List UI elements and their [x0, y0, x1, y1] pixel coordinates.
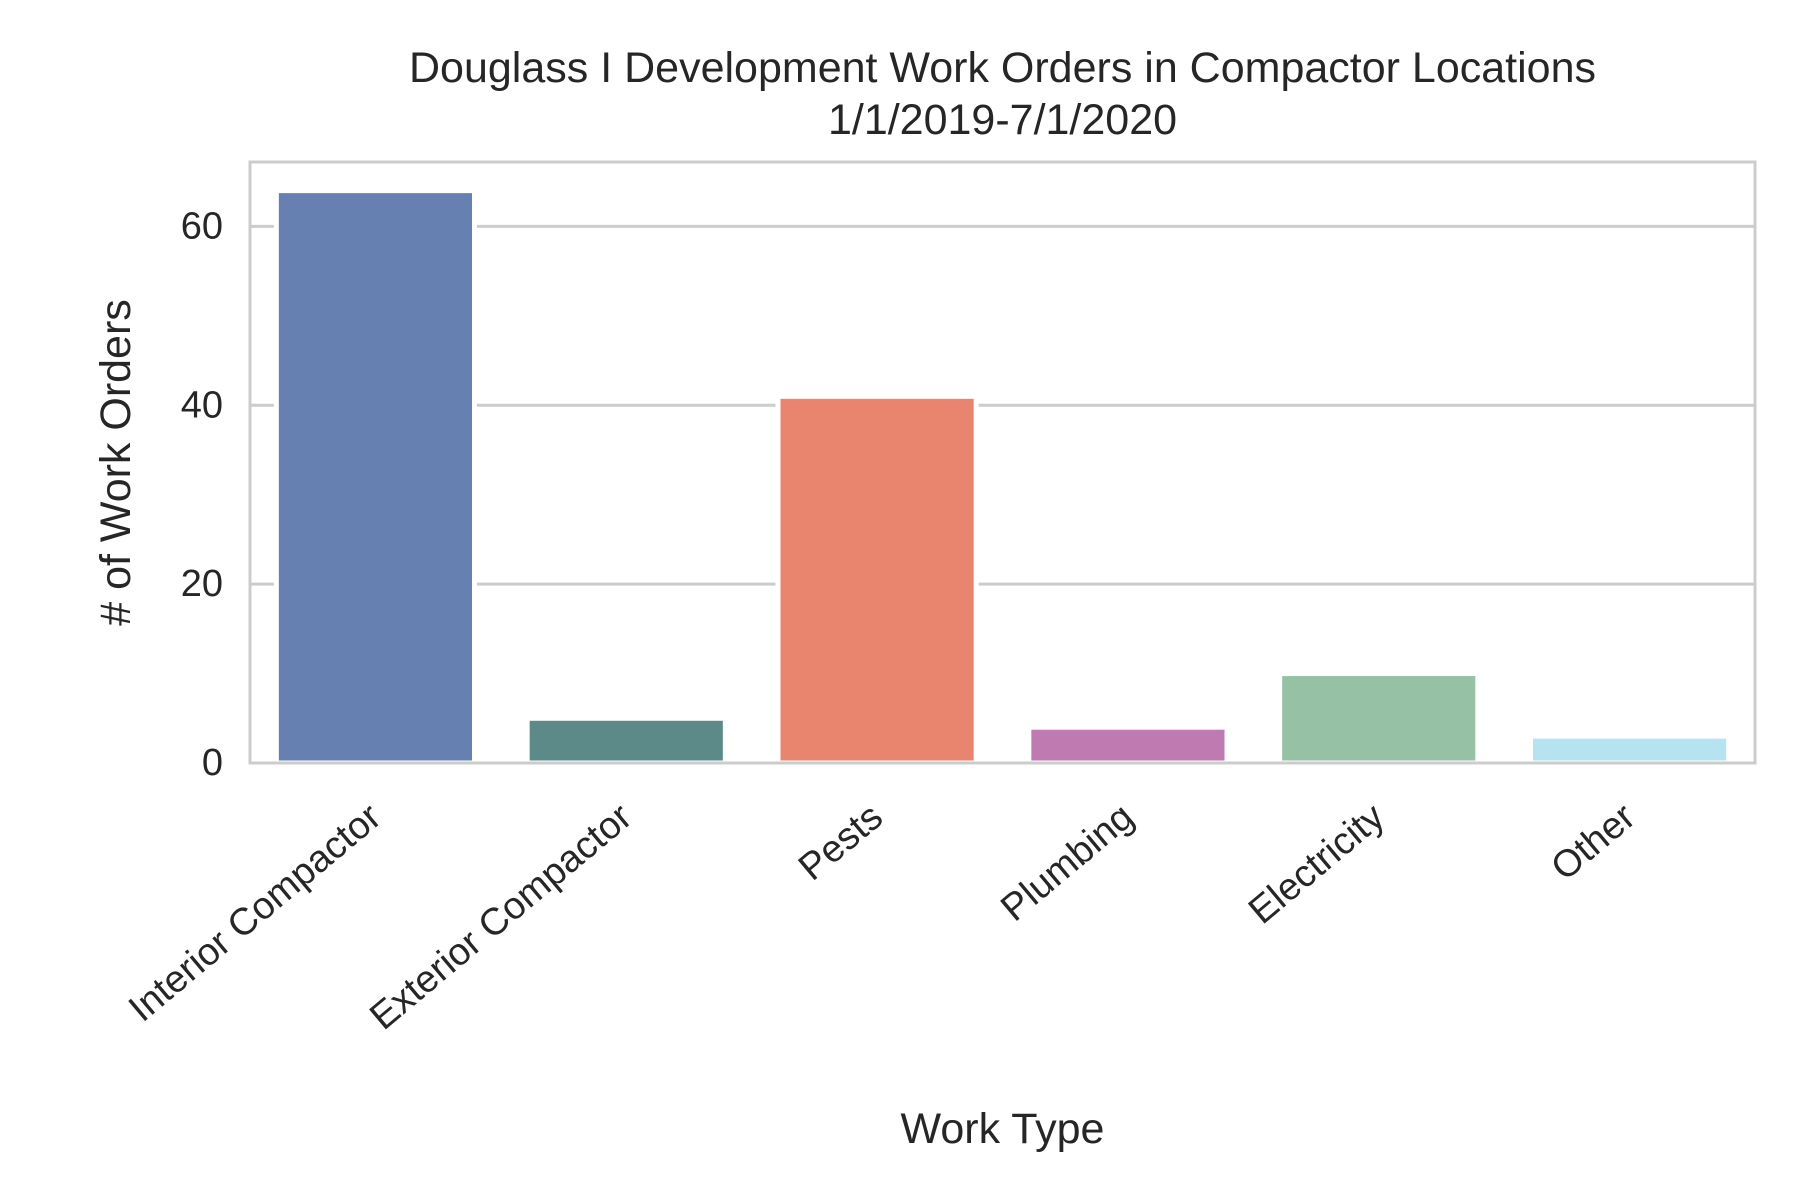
bar	[1277, 671, 1481, 766]
x-tick-label: Interior Compactor	[121, 796, 389, 1031]
bar	[273, 188, 477, 766]
bar	[1026, 724, 1230, 766]
plot-frame	[248, 160, 1757, 765]
x-tick-label: Other	[1544, 796, 1644, 889]
x-tick-label: Plumbing	[993, 796, 1141, 930]
y-tick-label: 0	[202, 742, 223, 784]
y-tick-label: 40	[181, 384, 223, 426]
bar	[524, 715, 728, 766]
bars	[273, 188, 1732, 766]
y-tick-label: 20	[181, 563, 223, 605]
bar	[1528, 733, 1732, 766]
chart-subtitle: 1/1/2019-7/1/2020	[828, 96, 1177, 144]
y-axis-label: # of Work Orders	[92, 299, 140, 626]
bar	[775, 393, 979, 766]
x-tick-label: Pests	[791, 796, 891, 889]
x-tick-label: Electricity	[1241, 796, 1393, 933]
y-tick-labels: 0 20 40 60	[181, 205, 223, 784]
x-axis-label: Work Type	[901, 1105, 1105, 1153]
x-tick-label: Exterior Compactor	[362, 796, 640, 1039]
y-tick-label: 60	[181, 205, 223, 247]
grid-lines	[250, 224, 1755, 586]
chart-title: Douglass I Development Work Orders in Co…	[409, 44, 1596, 92]
